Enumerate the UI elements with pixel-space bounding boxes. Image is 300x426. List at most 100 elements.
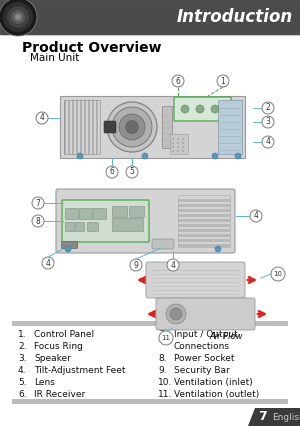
- Circle shape: [177, 146, 179, 148]
- Bar: [96, 100, 98, 154]
- Text: Ventilation (inlet): Ventilation (inlet): [174, 378, 253, 387]
- Circle shape: [11, 10, 25, 24]
- FancyBboxPatch shape: [61, 242, 77, 248]
- Bar: [64, 100, 100, 154]
- FancyBboxPatch shape: [62, 200, 149, 242]
- Circle shape: [262, 136, 274, 148]
- Text: Lens: Lens: [34, 378, 55, 387]
- Bar: [162, 106, 172, 148]
- Circle shape: [215, 246, 221, 252]
- Circle shape: [14, 13, 22, 21]
- Text: 4: 4: [46, 259, 50, 268]
- Circle shape: [177, 138, 179, 140]
- Circle shape: [235, 153, 241, 159]
- Bar: [178, 214, 230, 217]
- Text: 7: 7: [36, 199, 40, 207]
- Text: 10.: 10.: [158, 378, 172, 387]
- Text: Main Unit: Main Unit: [30, 53, 80, 63]
- FancyBboxPatch shape: [174, 97, 231, 121]
- Bar: [218, 100, 242, 154]
- Text: IR Receiver: IR Receiver: [34, 390, 85, 399]
- Text: Speaker: Speaker: [34, 354, 71, 363]
- Text: 6: 6: [176, 77, 180, 86]
- Circle shape: [211, 105, 219, 113]
- Polygon shape: [60, 96, 245, 158]
- FancyBboxPatch shape: [130, 207, 145, 218]
- Text: Ventilation (outlet): Ventilation (outlet): [174, 390, 259, 399]
- Bar: [178, 209, 230, 212]
- Text: 9.: 9.: [158, 366, 166, 375]
- FancyBboxPatch shape: [152, 239, 174, 249]
- Circle shape: [177, 142, 179, 144]
- Circle shape: [7, 6, 29, 28]
- Bar: [178, 229, 230, 232]
- Bar: [88, 100, 90, 154]
- Text: 8.: 8.: [158, 354, 166, 363]
- FancyBboxPatch shape: [104, 121, 116, 133]
- Circle shape: [217, 75, 229, 87]
- Text: Connections: Connections: [174, 342, 230, 351]
- Text: 4: 4: [171, 261, 176, 270]
- FancyBboxPatch shape: [65, 222, 74, 231]
- Polygon shape: [248, 408, 300, 426]
- Bar: [170, 134, 188, 154]
- Text: 6.: 6.: [18, 390, 27, 399]
- Circle shape: [262, 116, 274, 128]
- Circle shape: [130, 259, 142, 271]
- Text: 1: 1: [220, 77, 225, 86]
- Circle shape: [172, 142, 174, 144]
- Text: Input / Output: Input / Output: [174, 330, 238, 339]
- Text: 11.: 11.: [158, 390, 172, 399]
- Circle shape: [182, 146, 184, 148]
- Circle shape: [182, 142, 184, 144]
- Bar: [178, 219, 230, 222]
- Bar: [0, 0, 300, 34]
- Circle shape: [0, 0, 37, 36]
- Circle shape: [126, 166, 138, 178]
- Text: 8: 8: [36, 216, 40, 225]
- Text: 4: 4: [266, 138, 270, 147]
- Bar: [178, 244, 230, 247]
- Circle shape: [119, 114, 145, 140]
- Circle shape: [42, 257, 54, 269]
- Text: Product Overview: Product Overview: [22, 41, 161, 55]
- Text: English: English: [272, 412, 300, 421]
- Text: 2: 2: [266, 104, 270, 112]
- Bar: [178, 199, 230, 202]
- FancyBboxPatch shape: [112, 207, 128, 218]
- Text: Tilt-Adjustment Feet: Tilt-Adjustment Feet: [34, 366, 125, 375]
- Circle shape: [172, 75, 184, 87]
- Bar: [178, 224, 230, 227]
- Circle shape: [212, 153, 218, 159]
- FancyBboxPatch shape: [76, 222, 85, 231]
- FancyBboxPatch shape: [146, 262, 245, 298]
- Bar: [76, 100, 78, 154]
- FancyBboxPatch shape: [156, 298, 255, 330]
- Circle shape: [196, 105, 204, 113]
- Circle shape: [181, 105, 189, 113]
- Circle shape: [177, 150, 179, 152]
- Circle shape: [16, 15, 20, 19]
- Circle shape: [142, 153, 148, 159]
- Circle shape: [107, 102, 157, 152]
- Text: Introduction: Introduction: [177, 8, 293, 26]
- Text: 6: 6: [110, 167, 114, 176]
- Bar: [178, 234, 230, 237]
- FancyBboxPatch shape: [56, 189, 235, 253]
- Bar: [72, 100, 74, 154]
- FancyBboxPatch shape: [112, 219, 143, 231]
- Circle shape: [159, 331, 173, 345]
- Text: Control Panel: Control Panel: [34, 330, 94, 339]
- Text: 4: 4: [40, 113, 44, 123]
- Bar: [92, 100, 94, 154]
- Circle shape: [182, 150, 184, 152]
- Text: 7: 7: [258, 411, 267, 423]
- Text: 3: 3: [266, 118, 270, 127]
- Circle shape: [262, 102, 274, 114]
- Circle shape: [170, 308, 182, 320]
- Circle shape: [36, 112, 48, 124]
- Circle shape: [125, 120, 139, 134]
- Text: Air Flow: Air Flow: [209, 332, 243, 341]
- Bar: [12, 399, 288, 404]
- Circle shape: [250, 210, 262, 222]
